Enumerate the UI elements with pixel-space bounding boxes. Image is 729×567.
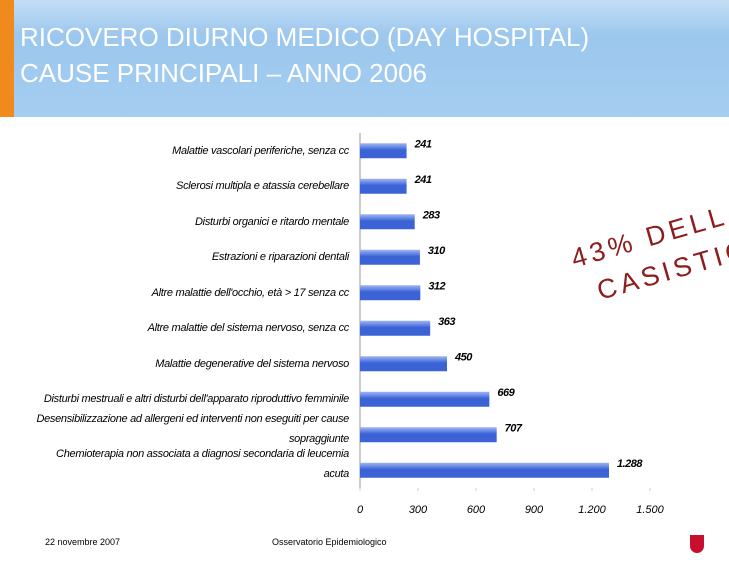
x-tick-label: 300 xyxy=(409,504,428,516)
x-tick-label: 0 xyxy=(357,504,364,516)
value-label: 310 xyxy=(428,245,446,257)
bar xyxy=(360,320,431,336)
category-label: Altre malattie del sistema nervoso, senz… xyxy=(147,322,350,335)
category-label: Disturbi organici e ritardo mentale xyxy=(195,215,349,228)
category-label: Malattie degenerative del sistema nervos… xyxy=(155,357,349,370)
footer-source: Osservatorio Epidemiologico xyxy=(272,537,387,547)
value-label: 1.288 xyxy=(617,458,643,470)
value-label: 241 xyxy=(414,174,432,186)
bar xyxy=(360,143,407,159)
value-label: 363 xyxy=(438,316,455,328)
value-label: 669 xyxy=(497,387,515,399)
x-tick-label: 900 xyxy=(525,504,544,516)
value-label: 283 xyxy=(422,210,440,222)
bar xyxy=(360,462,610,478)
value-label: 241 xyxy=(414,139,432,151)
category-label: Altre malattie dell'occhio, età > 17 sen… xyxy=(151,286,350,299)
header-band xyxy=(0,0,729,117)
category-label: Estrazioni e riparazioni dentali xyxy=(211,251,349,264)
bar xyxy=(360,427,497,443)
category-label: Chemioterapia non associata a diagnosi s… xyxy=(56,448,349,481)
category-label: Disturbi mestruali e altri disturbi dell… xyxy=(43,393,349,406)
bar xyxy=(360,285,421,301)
bar xyxy=(360,178,407,194)
x-tick-label: 600 xyxy=(467,504,486,516)
value-label: 707 xyxy=(505,423,523,435)
category-label: Desensibilizzazione ad allergeni ed inte… xyxy=(36,412,349,445)
value-label: 450 xyxy=(454,352,473,364)
bar xyxy=(360,356,447,372)
bar xyxy=(360,214,415,230)
title-line: CAUSE PRINCIPALI – ANNO 2006 xyxy=(20,58,428,88)
x-tick-label: 1.200 xyxy=(578,504,606,516)
x-tick-label: 1.500 xyxy=(636,504,664,516)
title-line: RICOVERO DIURNO MEDICO (DAY HOSPITAL) xyxy=(20,22,590,52)
footer-date: 22 novembre 2007 xyxy=(45,537,121,547)
category-label: Malattie vascolari periferiche, senza cc xyxy=(172,144,349,157)
logo xyxy=(690,535,704,553)
category-label: Sclerosi multipla e atassia cerebellare xyxy=(176,180,349,193)
value-label: 312 xyxy=(428,281,445,293)
bar xyxy=(360,391,490,407)
accent-strip xyxy=(0,0,14,117)
bar xyxy=(360,249,420,265)
